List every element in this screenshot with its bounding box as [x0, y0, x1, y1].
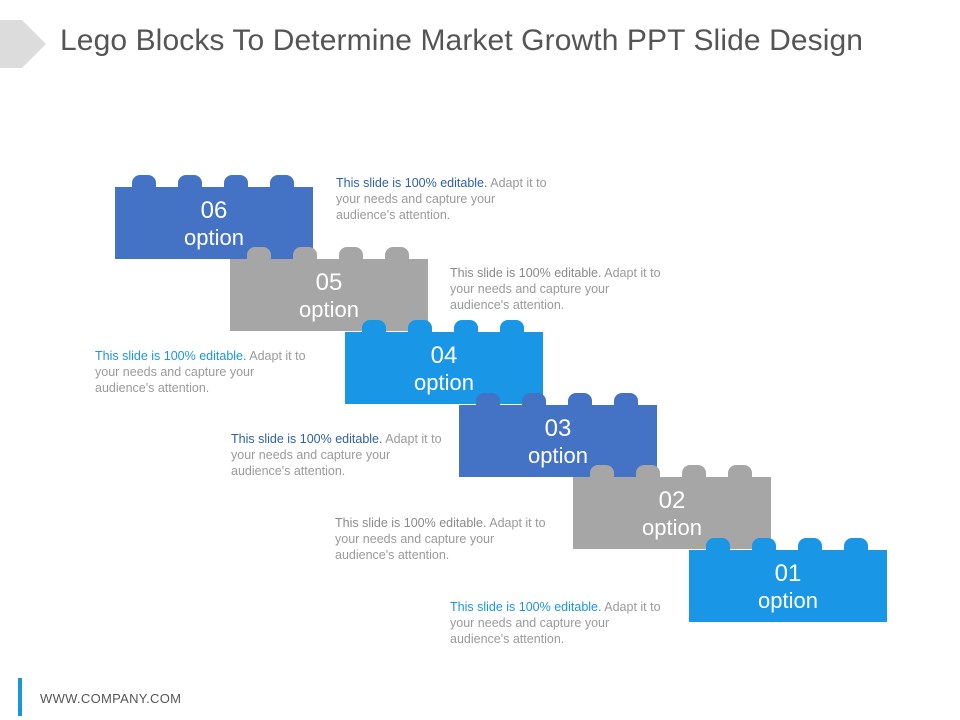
block-label: option [528, 443, 588, 468]
block-number: 02 [658, 487, 686, 514]
description-highlight: This slide is 100% editable. [336, 176, 488, 190]
description-06: This slide is 100% editable. Adapt it to… [336, 175, 551, 223]
block-number: 04 [430, 342, 458, 369]
description-text: Adapt it to your needs and capture your … [231, 432, 442, 478]
block-label: option [184, 225, 244, 250]
lego-block-body [573, 477, 771, 549]
lego-block-04: 04 option [345, 320, 543, 404]
slide-title: Lego Blocks To Determine Market Growth P… [60, 24, 864, 57]
block-label: option [642, 515, 702, 540]
lego-block-01: 01 option [689, 538, 887, 622]
block-number: 03 [544, 415, 572, 442]
block-label: option [299, 297, 359, 322]
description-highlight: This slide is 100% editable. [450, 600, 602, 614]
description-05: This slide is 100% editable. Adapt it to… [450, 265, 665, 313]
footer-accent-bar [18, 678, 22, 716]
description-highlight: This slide is 100% editable. [231, 432, 383, 446]
description-highlight: This slide is 100% editable. [335, 516, 487, 530]
block-label: option [758, 588, 818, 613]
description-text: Adapt it to your needs and capture your … [450, 266, 661, 312]
description-text: Adapt it to your needs and capture your … [335, 516, 546, 562]
description-text: Adapt it to your needs and capture your … [336, 176, 547, 222]
lego-block-06: 06 option [115, 175, 313, 259]
block-number: 05 [315, 269, 343, 296]
block-label: option [414, 370, 474, 395]
description-02: This slide is 100% editable. Adapt it to… [335, 515, 550, 563]
description-highlight: This slide is 100% editable. [95, 349, 247, 363]
description-03: This slide is 100% editable. Adapt it to… [231, 431, 446, 479]
lego-block-body [115, 187, 313, 259]
description-highlight: This slide is 100% editable. [450, 266, 602, 280]
lego-block-body [345, 332, 543, 404]
block-number: 06 [200, 197, 228, 224]
footer-url: WWW.COMPANY.COM [40, 691, 182, 706]
description-01: This slide is 100% editable. Adapt it to… [450, 599, 665, 647]
description-04: This slide is 100% editable. Adapt it to… [95, 348, 310, 396]
lego-block-05: 05 option [230, 247, 428, 331]
lego-block-body [459, 405, 657, 477]
block-number: 01 [774, 560, 802, 587]
lego-block-03: 03 option [459, 393, 657, 477]
lego-block-02: 02 option [573, 465, 771, 549]
lego-block-body [230, 259, 428, 331]
description-text: Adapt it to your needs and capture your … [450, 600, 661, 646]
lego-block-body [689, 550, 887, 622]
title-arrow-shape [0, 20, 46, 68]
description-text: Adapt it to your needs and capture your … [95, 349, 306, 395]
